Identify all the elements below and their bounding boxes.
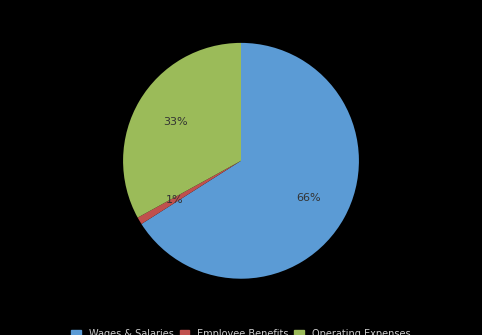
Wedge shape xyxy=(123,43,241,218)
Legend: Wages & Salaries, Employee Benefits, Operating Expenses: Wages & Salaries, Employee Benefits, Ope… xyxy=(71,329,411,335)
Wedge shape xyxy=(138,161,241,224)
Text: 33%: 33% xyxy=(163,117,187,127)
Text: 66%: 66% xyxy=(296,193,321,203)
Wedge shape xyxy=(141,43,359,279)
Text: 1%: 1% xyxy=(166,195,184,205)
